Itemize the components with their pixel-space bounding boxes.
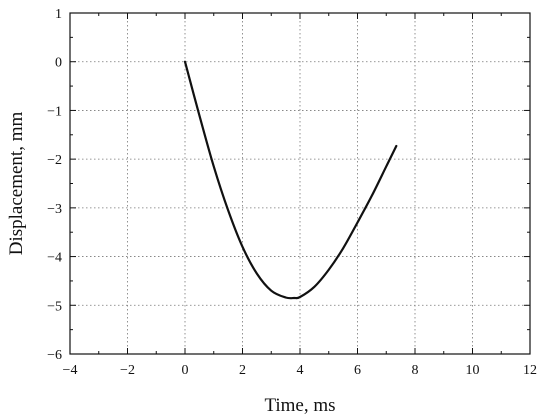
y-tick-label: −2 [47,153,62,168]
y-tick-label: −3 [47,202,62,217]
x-tick-label: 10 [466,363,480,378]
x-tick-label: 2 [239,363,246,378]
x-tick-label: 4 [297,363,304,378]
x-tick-label: 8 [412,363,419,378]
y-tick-label: −1 [47,104,62,119]
x-tick-label: 12 [523,363,537,378]
y-tick-label: −6 [47,348,62,363]
x-tick-label: 6 [354,363,361,378]
x-tick-label: −4 [63,363,78,378]
y-tick-label: −4 [47,251,62,266]
series-layer [183,60,398,300]
x-axis-label: Time, ms [264,395,335,416]
y-tick-label: 1 [55,7,62,22]
grid [70,13,530,354]
series-line [183,60,398,300]
x-tick-label: 0 [182,363,189,378]
y-tick-label: −5 [47,299,62,314]
y-axis-label: Displacement, mm [6,112,27,256]
x-tick-label: −2 [120,363,135,378]
y-tick-label: 0 [55,56,62,71]
plot-frame [69,12,531,355]
